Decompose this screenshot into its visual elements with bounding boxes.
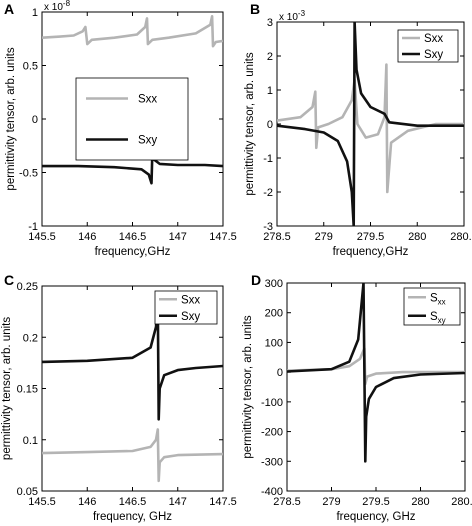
panel-a: 145.5 146 146.5 147 147.5 -1 -0.5 0 0.5 1 frequenc… xyxy=(4,0,237,258)
x-axis-label: frequency, GHz xyxy=(336,511,415,523)
x-axis-label: frequency,GHz xyxy=(333,246,409,258)
legend-label-sxx: Sxx xyxy=(424,33,443,45)
y-tick-label: -0.5 xyxy=(19,168,38,180)
axis-multiplier: x 10-8 xyxy=(44,0,71,13)
panel-label: D xyxy=(251,272,261,288)
x-tick-label: 279 xyxy=(315,231,333,243)
series-line-sxx xyxy=(277,63,464,194)
x-tick-label: 278.5 xyxy=(263,231,291,243)
y-tick-label: 1 xyxy=(32,7,38,19)
y-tick-label: -1 xyxy=(28,221,38,233)
x-tick-label: 147.5 xyxy=(209,231,237,243)
series-line-sxx xyxy=(42,14,223,48)
x-tick-label: 146 xyxy=(78,231,96,243)
y-axis-label: permittivity tensor, arb. units xyxy=(5,47,17,190)
x-tick-label: 146.5 xyxy=(119,231,147,243)
y-tick-label: 0.15 xyxy=(17,384,38,396)
x-tick-label: 279.5 xyxy=(362,496,390,508)
y-tick-label: -2 xyxy=(263,187,273,199)
x-axis-label: frequency,GHz xyxy=(95,246,171,258)
legend: Sxx Sxy xyxy=(75,77,189,161)
legend-label-sxy: Sxy xyxy=(424,49,443,61)
panel-label: A xyxy=(4,1,14,17)
y-tick-label: -1 xyxy=(263,153,273,165)
legend-label-sxy: Sxy xyxy=(138,135,157,147)
y-tick-label: 3 xyxy=(267,17,273,29)
series-line-sxy xyxy=(277,22,464,226)
legend-box xyxy=(75,77,189,161)
x-tick-label: 147.5 xyxy=(209,496,237,508)
series-group xyxy=(277,22,464,226)
x-tick-label: 145.5 xyxy=(28,496,56,508)
x-tick-label: 280.5 xyxy=(450,231,472,243)
x-tick-label: 146 xyxy=(78,496,96,508)
x-tick-label: 279.5 xyxy=(357,231,385,243)
y-tick-label: -300 xyxy=(261,456,283,468)
legend-box xyxy=(154,290,218,325)
panel-c: 145.5 146 146.5 147 147.5 0.05 0.1 0.15 0.2 0.25 f… xyxy=(1,272,237,523)
y-tick-label: 200 xyxy=(265,308,283,320)
x-tick-label: 280 xyxy=(408,231,426,243)
y-tick-label: 0 xyxy=(267,119,273,131)
legend: Sxx Sxy xyxy=(154,290,218,325)
legend-label-sxx: Sxx xyxy=(181,294,200,306)
x-tick-label: 147 xyxy=(169,496,187,508)
y-tick-label: -400 xyxy=(261,486,283,498)
legend-label-sxx: Sxx xyxy=(430,292,446,306)
panel-b: 278.5 279 279.5 280 280.5 -3 -2 -1 0 1 2 3 frequency… xyxy=(244,1,472,258)
y-tick-label: 300 xyxy=(265,278,283,290)
y-axis-label: permittivity tensor, arb. units xyxy=(1,317,13,460)
y-axis-label: permittivity tensor, arb. units xyxy=(244,52,256,195)
y-tick-label: 0.1 xyxy=(23,435,38,447)
x-tick-label: 146.5 xyxy=(119,496,147,508)
y-tick-label: -200 xyxy=(261,427,283,439)
y-tick-label: 0.2 xyxy=(23,332,38,344)
y-tick-label: -100 xyxy=(261,397,283,409)
x-tick-label: 280 xyxy=(411,496,429,508)
series-group xyxy=(42,302,223,483)
y-tick-label: 100 xyxy=(265,337,283,349)
legend-box xyxy=(397,29,459,63)
series-line-sxx xyxy=(42,428,223,483)
y-tick-label: 0.5 xyxy=(23,61,38,73)
x-tick-label: 279 xyxy=(322,496,340,508)
y-tick-label: 0 xyxy=(32,114,38,126)
y-axis-label: permittivity tensor, arb. units xyxy=(242,315,254,458)
series-line-sxy xyxy=(42,149,223,185)
x-tick-label: 280.5 xyxy=(451,496,472,508)
legend-label-sxy: Sxy xyxy=(181,311,200,323)
legend-label-sxx: Sxx xyxy=(138,94,157,106)
series-group xyxy=(42,14,223,185)
axis-multiplier: x 10-3 xyxy=(279,9,306,23)
legend: Sxx Sxy xyxy=(397,29,459,63)
panel-d: 278.5 279 279.5 280 280.5 -400 -300 -200 -100 0 10… xyxy=(242,272,472,523)
legend: Sxx Sxy xyxy=(403,287,461,326)
y-tick-label: 2 xyxy=(267,51,273,63)
legend-box xyxy=(403,287,461,326)
y-tick-label: 0.05 xyxy=(17,486,38,498)
x-tick-label: 147 xyxy=(169,231,187,243)
series-line-sxy xyxy=(287,283,465,463)
y-tick-label: -3 xyxy=(263,221,273,233)
y-tick-label: 0.25 xyxy=(17,281,38,293)
panel-label: B xyxy=(250,1,260,17)
series-line-sxy xyxy=(42,302,223,421)
panel-label: C xyxy=(4,272,14,288)
x-axis-label: frequency, GHz xyxy=(93,511,172,523)
y-tick-label: 1 xyxy=(267,85,273,97)
legend-label-sxy: Sxy xyxy=(430,311,446,325)
series-group xyxy=(287,283,465,463)
x-tick-label: 145.5 xyxy=(28,231,56,243)
series-line-sxx xyxy=(287,347,465,386)
x-tick-label: 278.5 xyxy=(273,496,301,508)
y-tick-label: 0 xyxy=(277,367,283,379)
